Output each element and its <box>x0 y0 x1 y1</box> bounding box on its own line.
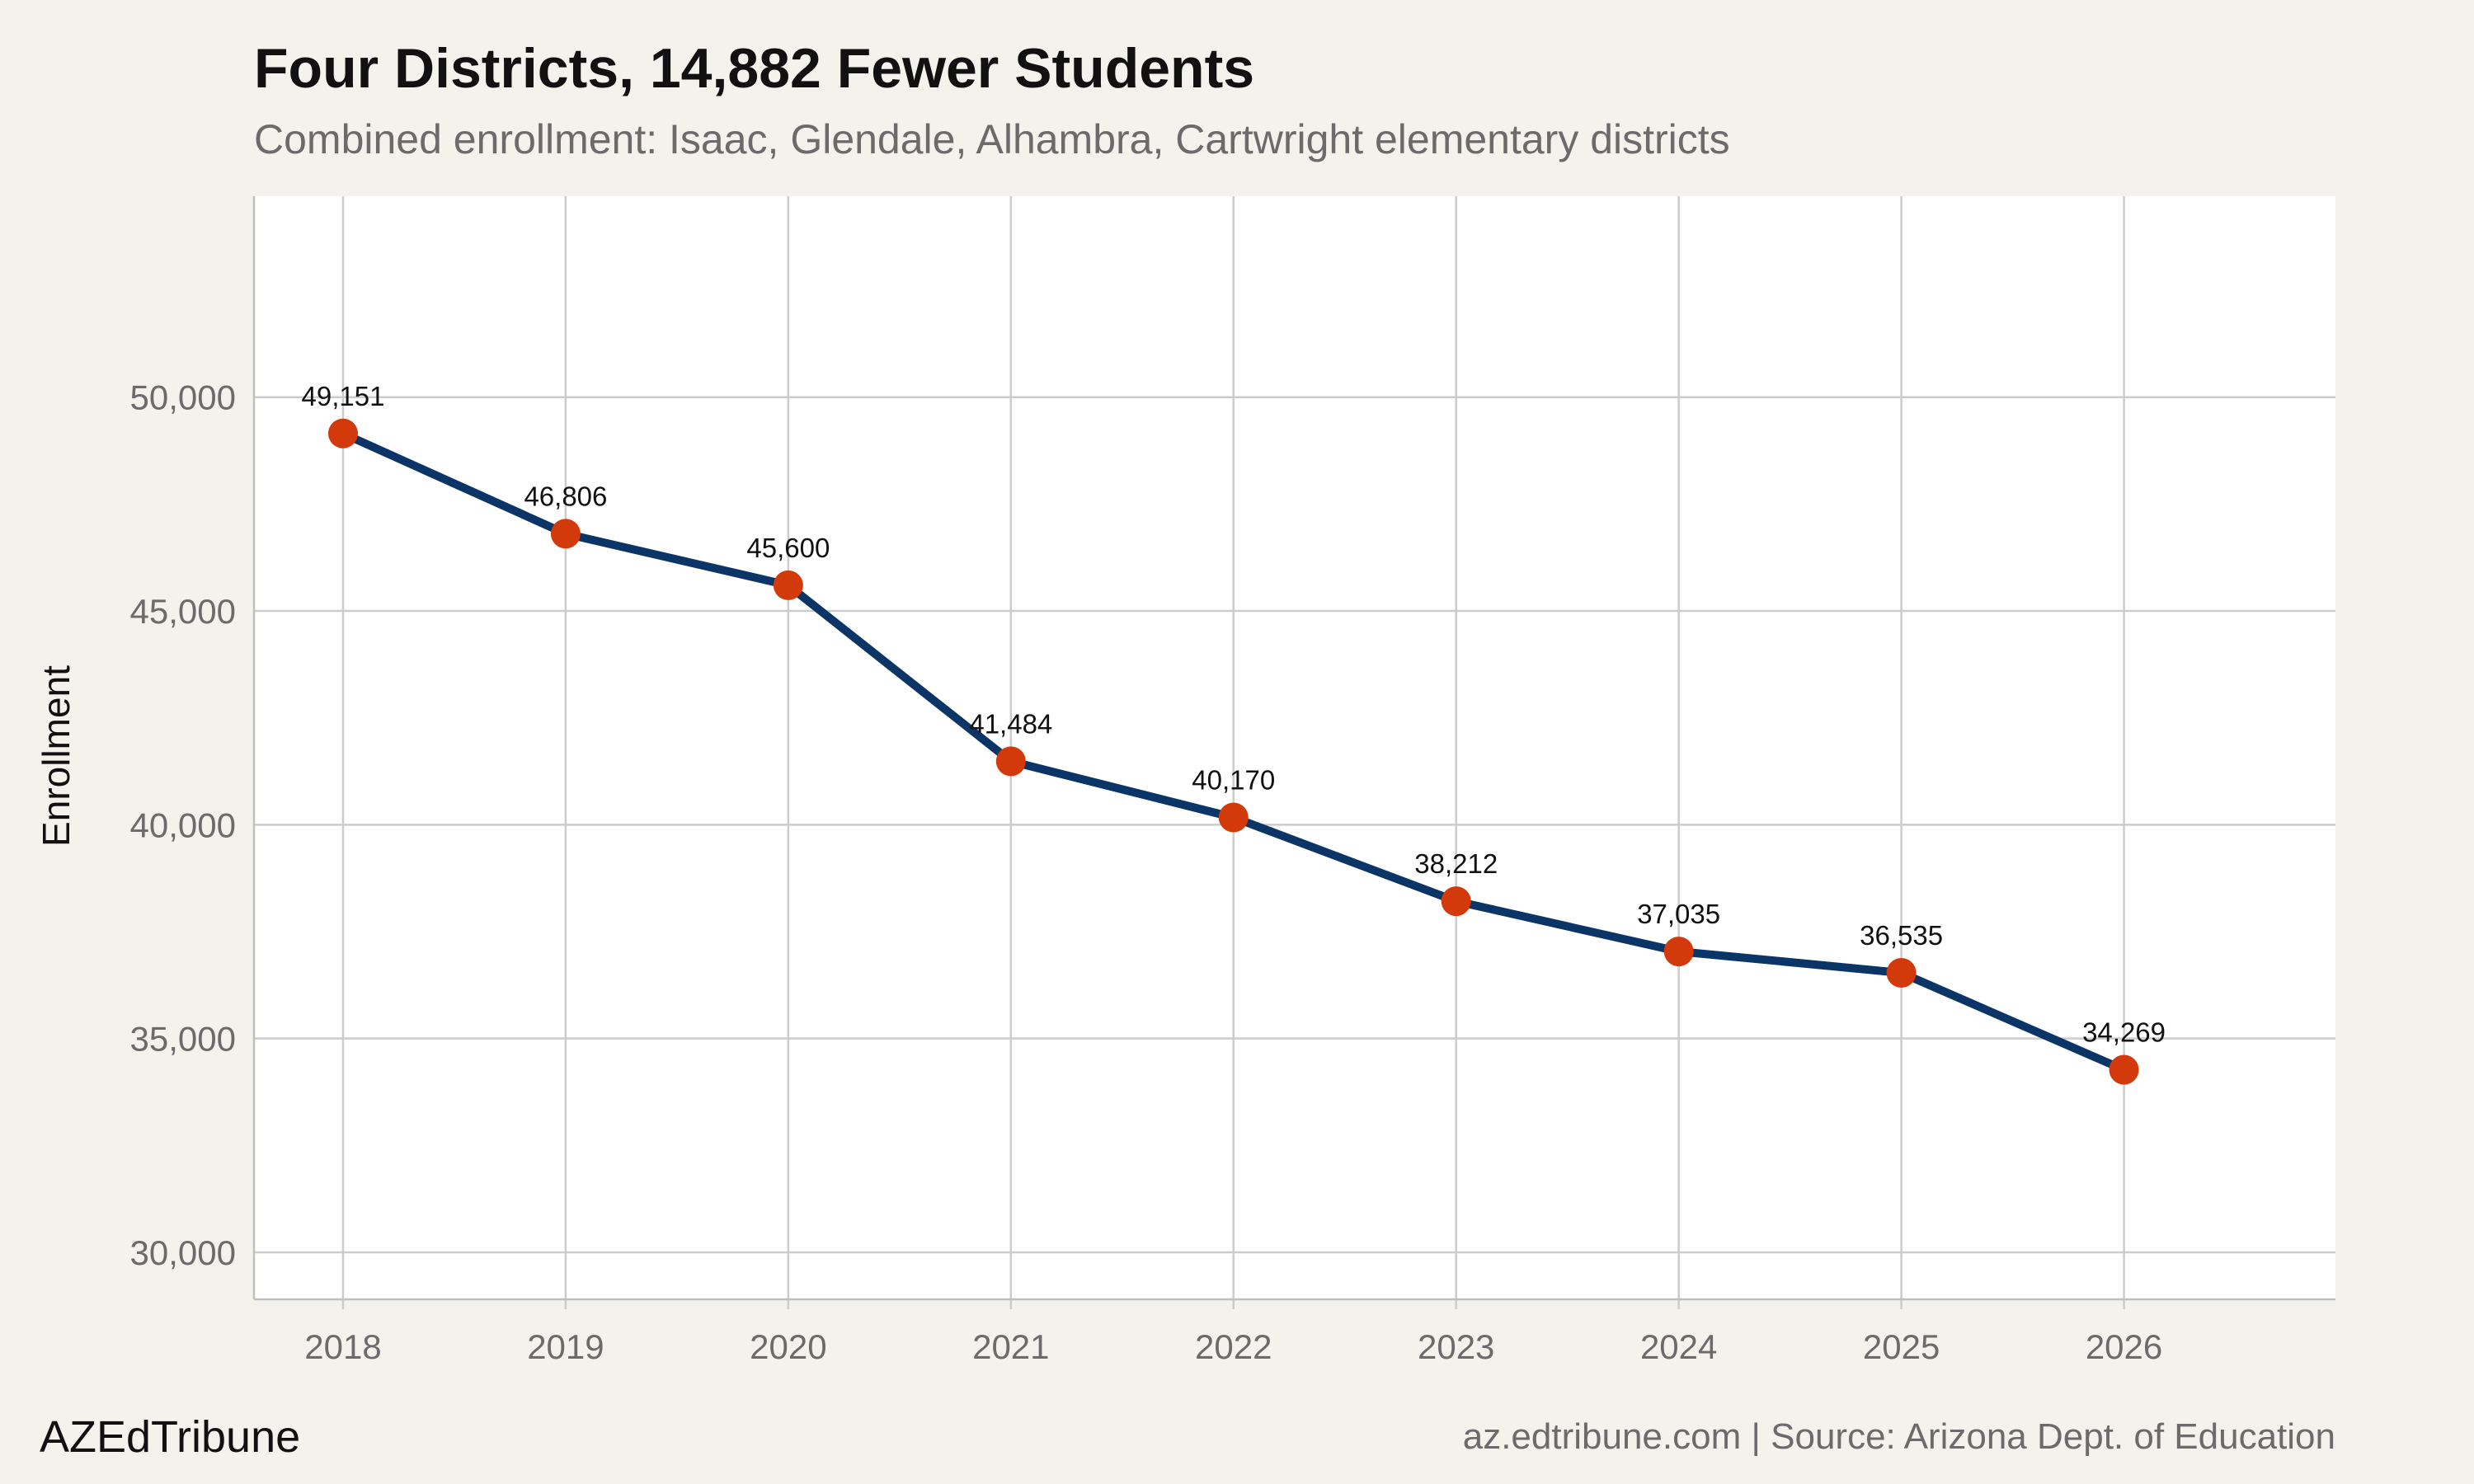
x-tick-label: 2018 <box>304 1327 381 1366</box>
data-point <box>773 570 803 600</box>
brand-logo-text: AZEdTribune <box>40 1412 301 1462</box>
data-point <box>1441 886 1471 917</box>
data-label: 41,484 <box>969 708 1052 739</box>
y-tick-label: 40,000 <box>130 805 236 844</box>
x-tick-label: 2019 <box>527 1327 604 1366</box>
data-point <box>995 746 1026 777</box>
data-label: 36,535 <box>1860 920 1943 951</box>
y-axis-label: Enrollment <box>35 665 78 847</box>
x-tick-label: 2026 <box>2086 1327 2162 1366</box>
data-label: 37,035 <box>1637 899 1720 929</box>
data-label: 49,151 <box>302 381 385 411</box>
x-tick-label: 2022 <box>1195 1327 1272 1366</box>
data-label: 45,600 <box>746 533 830 563</box>
x-tick-label: 2021 <box>972 1327 1049 1366</box>
data-label: 40,170 <box>1192 765 1275 796</box>
chart-title: Four Districts, 14,882 Fewer Students <box>254 37 1255 100</box>
y-tick-label: 30,000 <box>130 1233 236 1272</box>
source-note: az.edtribune.com | Source: Arizona Dept.… <box>1462 1416 2335 1457</box>
x-tick-label: 2024 <box>1640 1327 1717 1366</box>
data-point <box>550 519 581 549</box>
y-tick-label: 35,000 <box>130 1020 236 1059</box>
data-point <box>327 418 358 448</box>
y-tick-label: 50,000 <box>130 378 236 417</box>
plot-area: 30,000 35,000 40,000 45,000 50,000 2018 2019 20… <box>35 196 2335 1366</box>
x-tick-label: 2023 <box>1418 1327 1494 1366</box>
data-label: 46,806 <box>524 481 607 511</box>
x-tick-label: 2025 <box>1863 1327 1940 1366</box>
chart-subtitle: Combined enrollment: Isaac, Glendale, Al… <box>254 116 1730 162</box>
plot-background <box>254 196 2335 1299</box>
y-tick-label: 45,000 <box>130 592 236 631</box>
data-label: 34,269 <box>2082 1017 2166 1048</box>
data-point <box>1218 802 1249 833</box>
data-point <box>1886 958 1917 989</box>
data-label: 38,212 <box>1414 848 1498 879</box>
x-tick-label: 2020 <box>750 1327 826 1366</box>
data-point <box>1663 937 1694 967</box>
data-point <box>2109 1054 2139 1085</box>
